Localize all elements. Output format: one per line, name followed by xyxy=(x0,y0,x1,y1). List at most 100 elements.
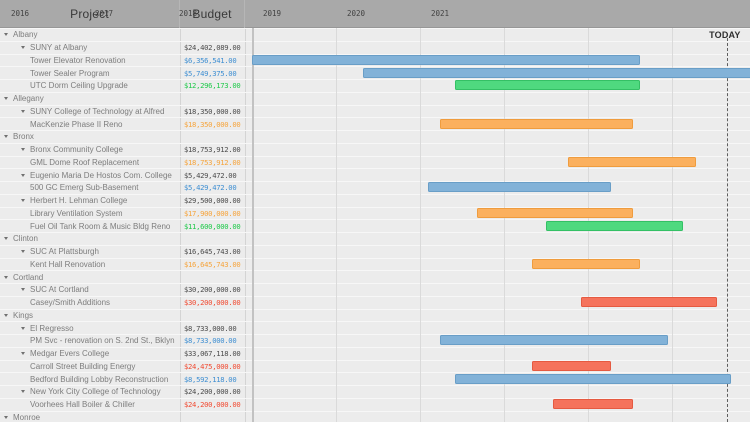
table-row[interactable]: Bronx Community College $18,753,912.00 xyxy=(0,142,750,156)
gantt-bar[interactable] xyxy=(455,373,732,384)
gantt-bar[interactable] xyxy=(428,182,611,193)
gantt-bar[interactable] xyxy=(440,335,669,346)
table-row[interactable]: Bronx xyxy=(0,130,750,143)
table-row[interactable]: Voorhees Hall Boiler & Chiller $24,200,00… xyxy=(0,397,750,411)
table-row[interactable]: Fuel Oil Tank Room & Music Bldg Reno $11,… xyxy=(0,219,750,232)
collapse-caret-icon[interactable] xyxy=(21,288,25,292)
budget-cell: $11,600,000.00 xyxy=(184,221,241,231)
table-row[interactable]: Kings xyxy=(0,308,750,322)
table-row[interactable]: Casey/Smith Additions $30,200,000.00 xyxy=(0,295,750,309)
year-label: 2019 xyxy=(263,9,282,18)
project-cell: El Regresso xyxy=(0,322,210,334)
project-cell: Albany xyxy=(0,29,193,41)
budget-cell: $24,200,000.00 xyxy=(184,400,241,410)
gantt-bar[interactable] xyxy=(531,258,641,269)
table-row[interactable]: El Regresso $8,733,000.00 xyxy=(0,321,750,334)
table-row[interactable]: SUC At Cortland $30,200,000.00 xyxy=(0,283,750,296)
table-row[interactable]: Bedford Building Lobby Reconstruction $8,… xyxy=(0,372,750,385)
collapse-caret-icon[interactable] xyxy=(21,109,25,113)
collapse-caret-icon[interactable] xyxy=(4,97,8,101)
budget-column-header[interactable]: Budget xyxy=(180,0,245,28)
project-column-header[interactable]: Project xyxy=(0,0,180,28)
collapse-caret-icon[interactable] xyxy=(4,415,8,419)
project-cell: Tower Sealer Program xyxy=(30,68,110,78)
gantt-bar[interactable] xyxy=(531,360,611,371)
project-cell: Tower Elevator Renovation xyxy=(30,55,126,65)
project-cell: Eugenio Maria De Hostos Com. College xyxy=(0,169,210,181)
table-row[interactable]: GML Dome Roof Replacement $18,753,912.00 xyxy=(0,155,750,169)
collapse-caret-icon[interactable] xyxy=(21,390,25,394)
table-row[interactable]: Clinton xyxy=(0,232,750,245)
project-cell: 500 GC Emerg Sub-Basement xyxy=(30,183,139,193)
budget-cell: $8,733,000.00 xyxy=(184,336,237,346)
table-row[interactable]: 500 GC Emerg Sub-Basement $5,429,472.00 xyxy=(0,181,750,194)
table-row[interactable]: SUC At Plattsburgh $16,645,743.00 xyxy=(0,244,750,258)
project-cell: SUNY at Albany xyxy=(0,42,210,54)
table-row[interactable]: Kent Hall Renovation $16,645,743.00 xyxy=(0,257,750,271)
collapse-caret-icon[interactable] xyxy=(4,313,8,317)
project-cell: UTC Dorm Ceiling Upgrade xyxy=(30,81,128,91)
collapse-caret-icon[interactable] xyxy=(21,352,25,356)
budget-cell xyxy=(180,93,245,105)
gantt-bar[interactable] xyxy=(455,80,641,91)
project-cell: New York City College of Technology xyxy=(0,386,210,398)
project-cell: Library Ventilation System xyxy=(30,208,123,218)
table-row[interactable]: MacKenzie Phase II Reno $18,350,000.00 xyxy=(0,117,750,130)
budget-cell xyxy=(180,131,245,143)
gantt-bar[interactable] xyxy=(546,220,684,231)
table-row[interactable]: UTC Dorm Ceiling Upgrade $12,296,173.00 xyxy=(0,79,750,92)
gantt-bar[interactable] xyxy=(440,118,633,129)
gantt-bar[interactable] xyxy=(362,67,750,78)
gantt-bar[interactable] xyxy=(552,399,633,410)
collapse-caret-icon[interactable] xyxy=(21,173,25,177)
today-label: TODAY xyxy=(709,30,741,40)
table-row[interactable]: PM Svc - renovation on S. 2nd St., Bklyn… xyxy=(0,334,750,347)
table-row[interactable]: Monroe xyxy=(0,410,750,422)
gantt-bar[interactable] xyxy=(252,54,641,65)
budget-cell: $30,200,000.00 xyxy=(184,298,241,308)
project-cell: Casey/Smith Additions xyxy=(30,298,111,308)
collapse-caret-icon[interactable] xyxy=(4,33,8,37)
budget-cell: $18,350,000.00 xyxy=(184,106,241,116)
year-gridline xyxy=(336,28,337,422)
budget-cell: $17,900,000.00 xyxy=(184,208,241,218)
collapse-caret-icon[interactable] xyxy=(21,46,25,50)
table-row[interactable]: Library Ventilation System $17,900,000.00 xyxy=(0,206,750,220)
table-row[interactable]: Tower Elevator Renovation $6,356,541.00 xyxy=(0,53,750,67)
table-row[interactable]: Albany xyxy=(0,28,750,41)
table-row[interactable]: Eugenio Maria De Hostos Com. College $5,4… xyxy=(0,168,750,181)
collapse-caret-icon[interactable] xyxy=(4,135,8,139)
project-cell: Clinton xyxy=(0,233,193,245)
table-row[interactable]: Carroll Street Building Energy $24,475,00… xyxy=(0,359,750,373)
table-row[interactable]: Herbert H. Lehman College $29,500,000.00 xyxy=(0,193,750,207)
year-gridline xyxy=(420,28,421,422)
collapse-caret-icon[interactable] xyxy=(21,250,25,254)
project-cell: Herbert H. Lehman College xyxy=(0,195,210,207)
collapse-caret-icon[interactable] xyxy=(4,275,8,279)
gantt-chart-area: TODAY xyxy=(245,28,750,422)
today-marker-line xyxy=(726,38,728,422)
table-row[interactable]: Medgar Evers College $33,067,118.00 xyxy=(0,346,750,360)
collapse-caret-icon[interactable] xyxy=(4,237,8,241)
collapse-caret-icon[interactable] xyxy=(21,199,25,203)
project-cell: SUC At Cortland xyxy=(0,284,210,296)
header-bar: Project Budget 2016 2017 2018 2019 2020 2021 xyxy=(0,0,750,28)
budget-cell: $33,067,118.00 xyxy=(184,349,241,359)
table-row[interactable]: Cortland xyxy=(0,270,750,283)
budget-cell: $12,296,173.00 xyxy=(184,81,241,91)
project-cell: MacKenzie Phase II Reno xyxy=(30,119,123,129)
project-cell: Voorhees Hall Boiler & Chiller xyxy=(30,400,135,410)
collapse-caret-icon[interactable] xyxy=(21,326,25,330)
budget-cell xyxy=(180,233,245,245)
table-row[interactable]: SUNY at Albany $24,402,089.00 xyxy=(0,40,750,54)
table-row[interactable]: New York City College of Technology $24,2… xyxy=(0,385,750,398)
gantt-bar[interactable] xyxy=(477,207,633,218)
gantt-bar[interactable] xyxy=(581,297,717,308)
table-row[interactable]: Allegany xyxy=(0,91,750,105)
collapse-caret-icon[interactable] xyxy=(21,148,25,152)
gantt-bar[interactable] xyxy=(567,156,696,167)
table-row[interactable]: Tower Sealer Program $5,749,375.00 xyxy=(0,66,750,79)
year-label: 2017 xyxy=(95,9,114,18)
table-row[interactable]: SUNY College of Technology at Alfred $18,… xyxy=(0,104,750,118)
year-label: 2016 xyxy=(11,9,30,18)
